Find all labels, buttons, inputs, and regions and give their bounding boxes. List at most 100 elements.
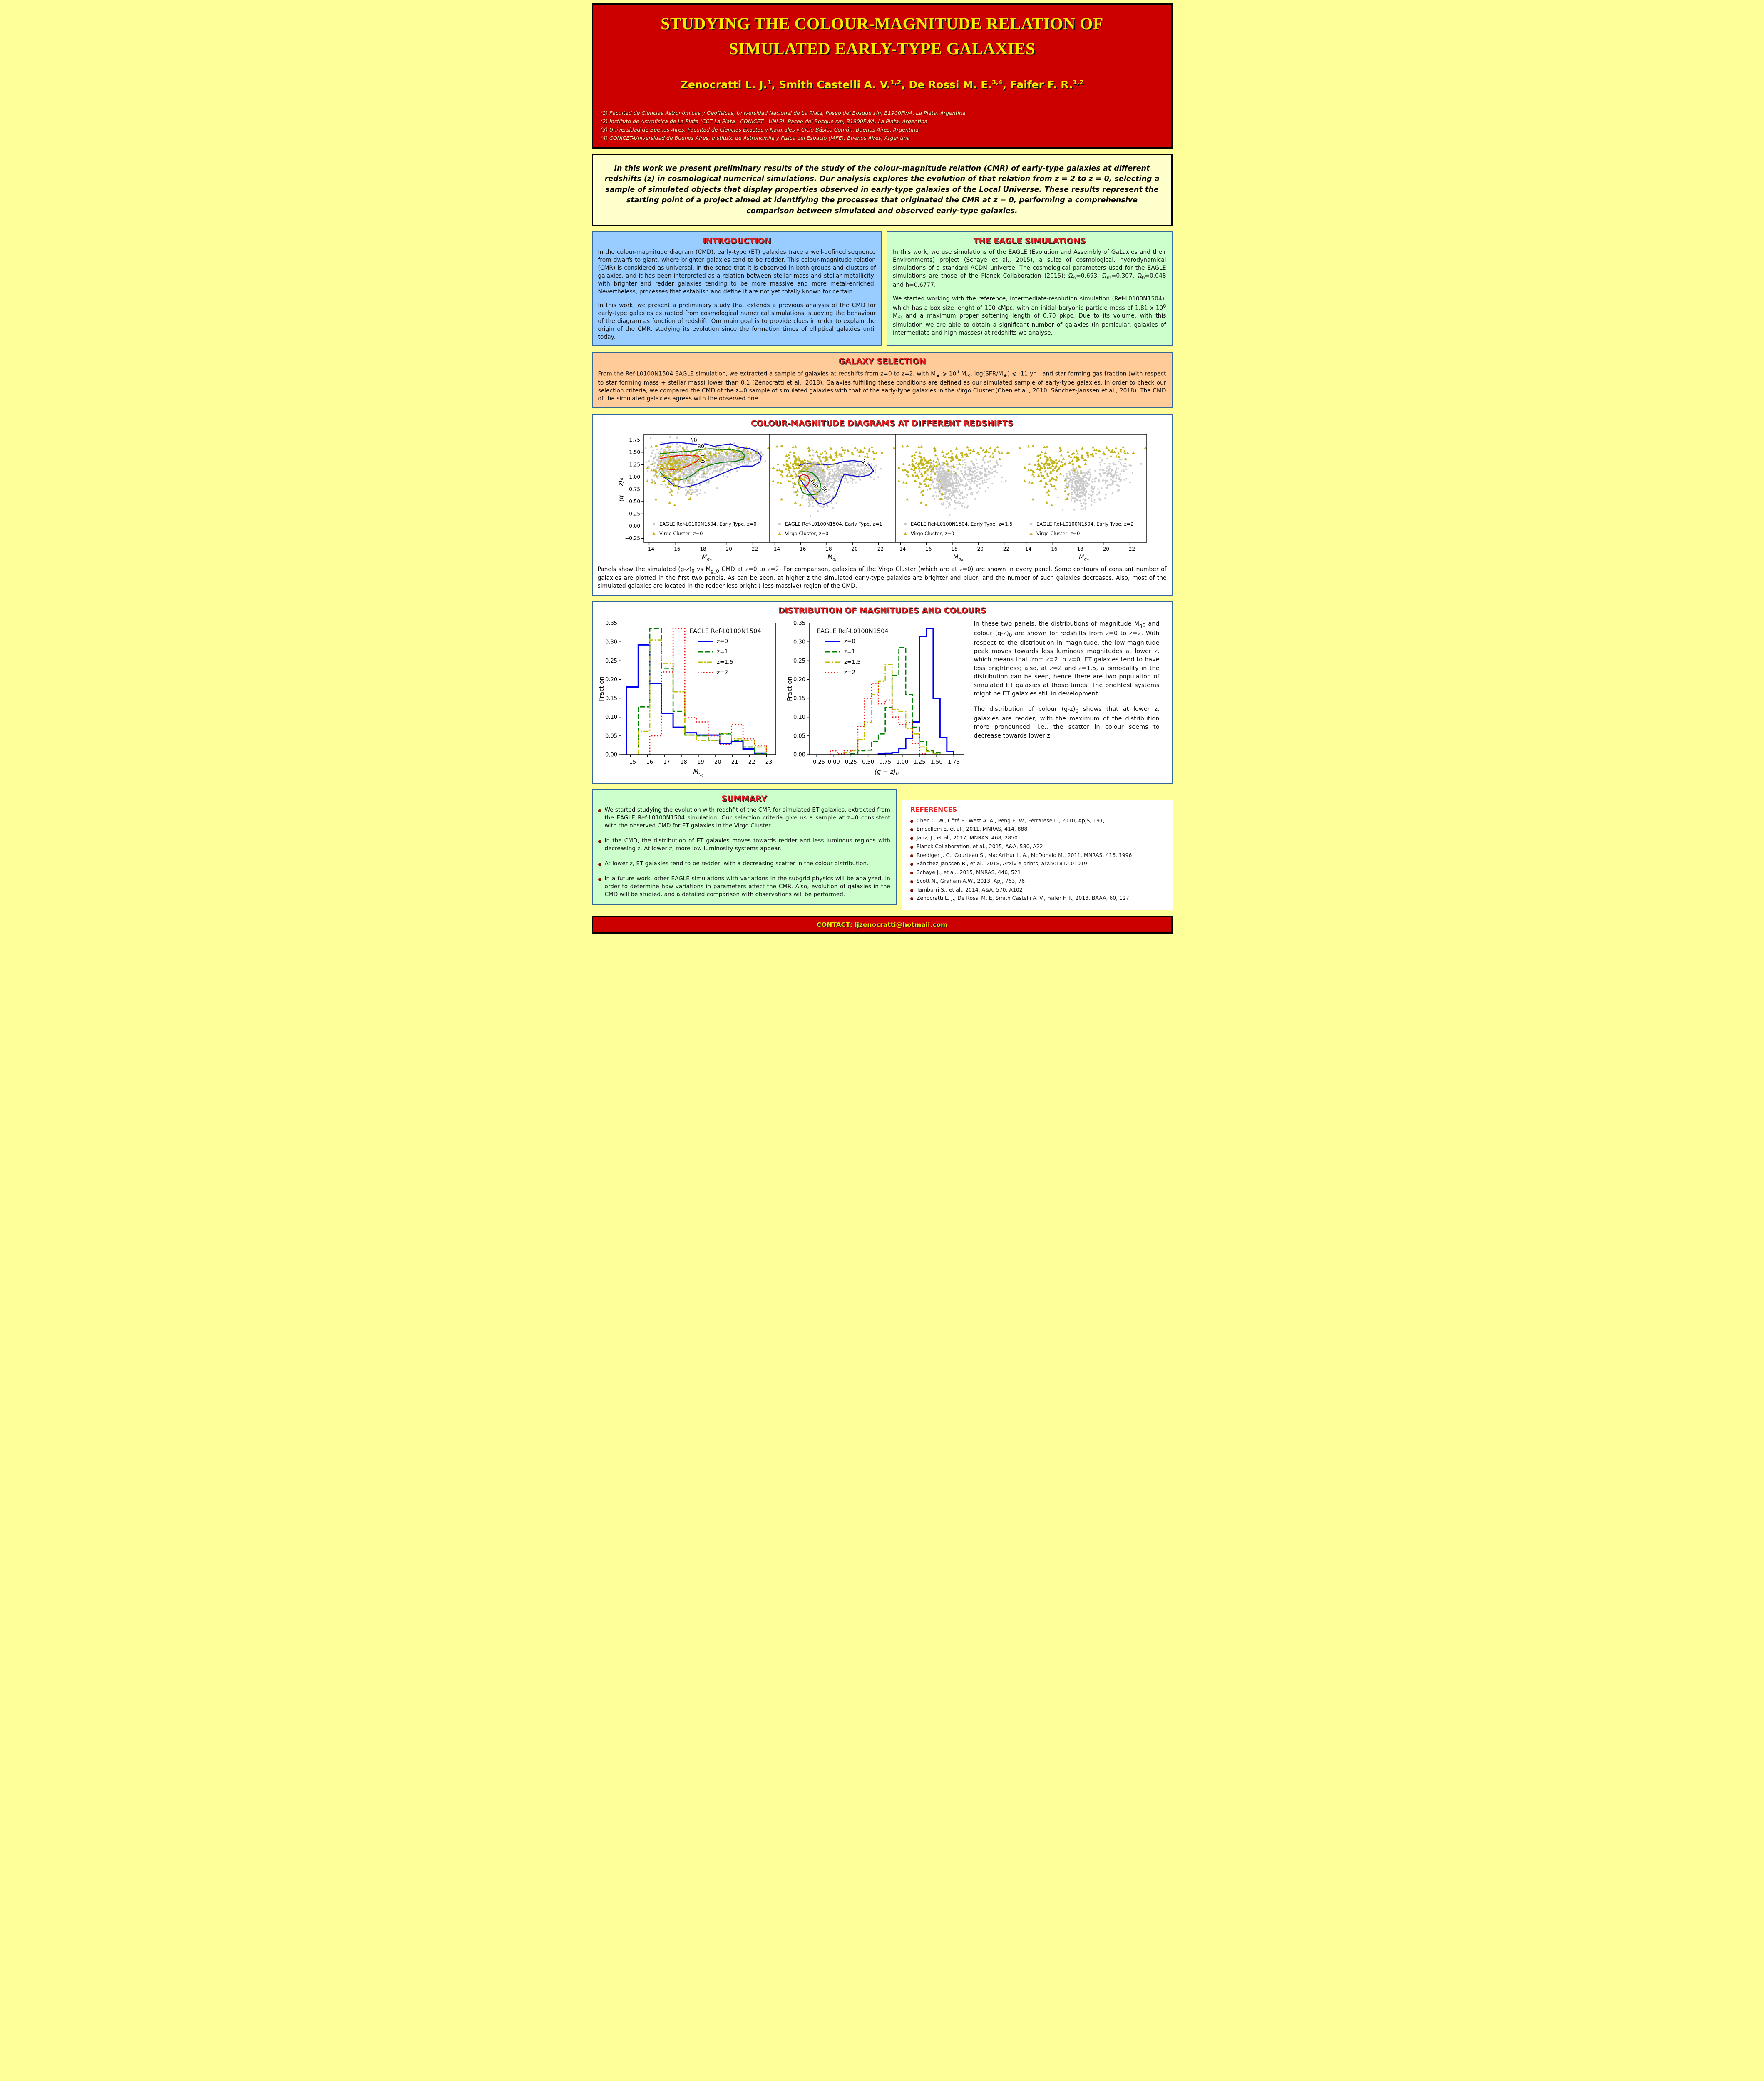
svg-text:0.25: 0.25 xyxy=(629,511,640,517)
svg-text:z=2: z=2 xyxy=(844,669,855,676)
svg-text:0.30: 0.30 xyxy=(605,639,617,645)
cmd-panel-legend: EAGLE Ref-L0100N1504, Early Type, z=0 Vir… xyxy=(652,521,757,536)
abstract-text: In this work we present preliminary resu… xyxy=(604,164,1160,215)
svg-text:0.75: 0.75 xyxy=(879,759,891,765)
svg-text:−16: −16 xyxy=(641,759,653,765)
svg-text:−18: −18 xyxy=(947,546,957,552)
svg-text:Mg0: Mg0 xyxy=(702,554,712,561)
poster-root: STUDYING THE COLOUR-MAGNITUDE RELATION O… xyxy=(588,0,1176,938)
authors-line: Zenocratti L. J.1, Smith Castelli A. V.1… xyxy=(680,79,1084,91)
svg-text:0.00: 0.00 xyxy=(605,752,617,758)
affiliation-line: (1) Facultad de Ciencias Astronómicas y … xyxy=(600,110,966,116)
references-box: REFERENCES Chen C. W., Côté P., West A. … xyxy=(902,800,1173,911)
reference-item: Roediger J. C., Courteau S., MacArthur L… xyxy=(910,852,1164,859)
distribution-row: −15 −16 −17 −18 −19 −20 −21 −22 −23 0.00 0.05 0.10 0… xyxy=(598,618,1167,779)
svg-text:−20: −20 xyxy=(1099,546,1109,552)
summary-bullet: In a future work, other EAGLE simulation… xyxy=(598,875,890,899)
histogram-series xyxy=(830,628,954,755)
svg-text:Fraction: Fraction xyxy=(786,676,793,701)
reference-item: Emsellem E. et al., 2011, MNRAS, 414, 88… xyxy=(910,826,1164,833)
affiliation-line: (2) Instituto de Astrofísica de La Plata… xyxy=(600,118,928,124)
eagle-para2: We started working with the reference, i… xyxy=(893,295,1166,336)
svg-text:EAGLE Ref-L0100N1504, Early Ty: EAGLE Ref-L0100N1504, Early Type, z=2 xyxy=(1036,521,1134,527)
svg-text:0.50: 0.50 xyxy=(629,498,640,504)
svg-text:−23: −23 xyxy=(760,759,772,765)
cmd-panels-row: 1080350−14−16−18−20−22−0.250.000.250.500… xyxy=(625,431,1147,561)
svg-text:1.50: 1.50 xyxy=(629,449,640,455)
reference-item: Tamburri S., et al., 2014, A&A, 570, A10… xyxy=(910,887,1164,894)
cmd-y-axis-label: (g − z)₀ xyxy=(617,477,625,502)
cmd-plots-wrap: (g − z)₀ 1080350−14−16−18−20−22−0.250.00… xyxy=(598,431,1167,561)
svg-text:0.25: 0.25 xyxy=(845,759,857,765)
svg-text:1.50: 1.50 xyxy=(930,759,942,765)
cmd-section: COLOUR-MAGNITUDE DIAGRAMS AT DIFFERENT R… xyxy=(591,413,1173,596)
poster-title-line2: SIMULATED EARLY-TYPE GALAXIES xyxy=(729,39,1035,58)
histogram-legend: EAGLE Ref-L0100N1504 z=0 z=1 z=1.5 z=2 xyxy=(817,628,889,676)
svg-text:−17: −17 xyxy=(658,759,670,765)
cmd-section-title: COLOUR-MAGNITUDE DIAGRAMS AT DIFFERENT R… xyxy=(750,418,1014,428)
svg-text:−0.25: −0.25 xyxy=(625,535,640,541)
author: Smith Castelli A. V.1,2 xyxy=(779,79,902,91)
reference-item: Schaye J., et al., 2015, MNRAS, 446, 521 xyxy=(910,869,1164,876)
svg-text:Virgo Cluster, z=0: Virgo Cluster, z=0 xyxy=(785,531,828,536)
introduction-para1: In the colour-magnitude diagram (CMD), e… xyxy=(598,248,876,296)
abstract-box: In this work we present preliminary resu… xyxy=(591,154,1173,226)
reference-item: Chen C. W., Côté P., West A. A., Peng E.… xyxy=(910,817,1164,824)
svg-text:−18: −18 xyxy=(1073,546,1083,552)
distribution-section: DISTRIBUTION OF MAGNITUDES AND COLOURS −… xyxy=(591,601,1173,784)
svg-text:0.15: 0.15 xyxy=(605,695,617,702)
svg-text:0.75: 0.75 xyxy=(629,486,640,492)
svg-text:z=0: z=0 xyxy=(844,638,855,645)
svg-text:z=1.5: z=1.5 xyxy=(844,659,861,666)
eagle-para1: In this work, we use simulations of the … xyxy=(893,248,1166,288)
eagle-simulations-box: THE EAGLE SIMULATIONS In this work, we u… xyxy=(887,231,1173,347)
colour-histogram: −0.25 0.00 0.25 0.50 0.75 1.00 1.25 1.50 1.75 0.0… xyxy=(786,620,964,777)
svg-text:0.20: 0.20 xyxy=(793,677,805,683)
contour-80: 80 xyxy=(659,442,745,480)
svg-text:EAGLE Ref-L0100N1504: EAGLE Ref-L0100N1504 xyxy=(689,628,761,635)
affiliations-list: (1) Facultad de Ciencias Astronómicas y … xyxy=(601,109,1164,142)
summary-bullet: In the CMD, the distribution of ET galax… xyxy=(598,837,890,853)
affiliation-line: (3) Universidad de Buenos Aires, Faculta… xyxy=(600,127,919,133)
cmd-panel-legend: EAGLE Ref-L0100N1504, Early Type, z=1.5 V… xyxy=(904,521,1013,536)
svg-text:0.05: 0.05 xyxy=(605,733,617,739)
poster-title-line1: STUDYING THE COLOUR-MAGNITUDE RELATION O… xyxy=(661,14,1103,33)
svg-text:(g − z)0: (g − z)0 xyxy=(874,768,898,777)
svg-text:−20: −20 xyxy=(710,759,721,765)
svg-text:Virgo Cluster, z=0: Virgo Cluster, z=0 xyxy=(659,531,703,536)
svg-text:1.00: 1.00 xyxy=(896,759,908,765)
svg-text:0.50: 0.50 xyxy=(862,759,874,765)
summary-bullet: At lower z, ET galaxies tend to be redde… xyxy=(598,860,890,868)
histogram-series xyxy=(626,628,767,755)
introduction-box: INTRODUCTION In the colour-magnitude dia… xyxy=(591,231,882,347)
distribution-text: In these two panels, the distributions o… xyxy=(974,618,1160,747)
virgo-scatter-points xyxy=(895,444,1021,506)
svg-text:0.15: 0.15 xyxy=(793,695,805,702)
svg-text:EAGLE Ref-L0100N1504: EAGLE Ref-L0100N1504 xyxy=(817,628,889,635)
introduction-title: INTRODUCTION xyxy=(703,236,771,246)
references-title: REFERENCES xyxy=(910,805,957,813)
header-banner: STUDYING THE COLOUR-MAGNITUDE RELATION O… xyxy=(591,3,1173,149)
svg-text:10: 10 xyxy=(690,437,698,444)
cmd-panel-legend: EAGLE Ref-L0100N1504, Early Type, z=1 Vir… xyxy=(778,521,882,536)
svg-text:80: 80 xyxy=(697,443,704,450)
svg-text:Mg0: Mg0 xyxy=(827,554,837,561)
svg-text:0.25: 0.25 xyxy=(605,658,617,664)
cmd-caption: Panels show the simulated (g-z)0 vs Mg_0… xyxy=(597,566,1167,590)
svg-text:0.20: 0.20 xyxy=(605,677,617,683)
virgo-scatter-points xyxy=(770,444,895,506)
svg-text:−14: −14 xyxy=(644,546,654,552)
svg-text:Mg0: Mg0 xyxy=(953,554,963,561)
author: De Rossi M. E.3,4 xyxy=(909,79,1003,91)
reference-item: Zenocratti L. J., De Rossi M. E, Smith C… xyxy=(910,895,1164,902)
svg-text:−16: −16 xyxy=(670,546,680,552)
svg-text:−20: −20 xyxy=(722,546,732,552)
svg-text:−21: −21 xyxy=(727,759,738,765)
cmd-panel-legend: EAGLE Ref-L0100N1504, Early Type, z=2 Vir… xyxy=(1029,521,1134,536)
galaxy-selection-box: GALAXY SELECTION From the Ref-L0100N1504… xyxy=(591,352,1173,408)
galaxy-selection-para: From the Ref-L0100N1504 EAGLE simulation… xyxy=(598,369,1166,402)
svg-text:z=1: z=1 xyxy=(717,648,728,655)
reference-item: Sánchez-Janssen R., et al., 2018, ArXiv … xyxy=(910,860,1164,867)
eagle-simulations-text: In this work, we use simulations of the … xyxy=(893,248,1166,337)
svg-text:Mg0: Mg0 xyxy=(1079,554,1089,561)
